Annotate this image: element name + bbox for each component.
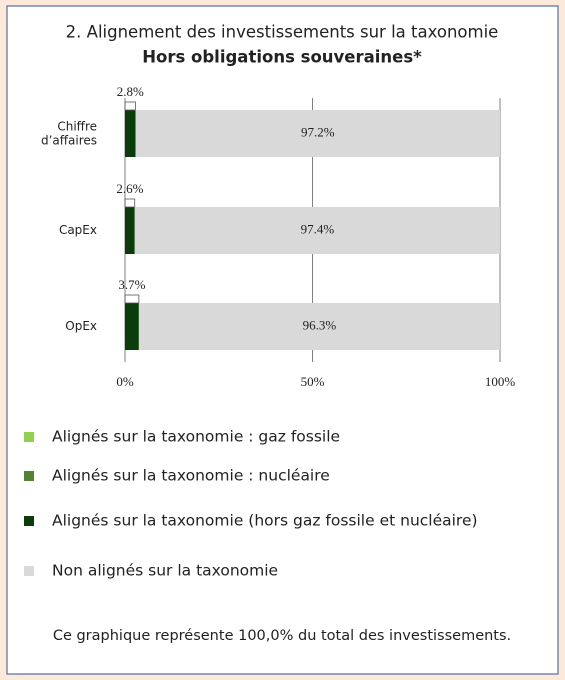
bar-segment — [134, 207, 500, 254]
label-leader — [124, 198, 136, 208]
legend-swatch — [24, 516, 34, 526]
chart-title: 2. Alignement des investissements sur la… — [66, 23, 499, 42]
bar-segment — [135, 110, 500, 157]
x-tick-label: 100% — [485, 374, 516, 389]
note: Ce graphique représente 100,0% du total … — [53, 628, 511, 644]
legend-swatch — [24, 432, 34, 442]
y-tick-label: OpEx — [65, 319, 97, 333]
data-label: 3.7% — [118, 277, 145, 292]
data-label: 2.6% — [116, 181, 143, 196]
data-label: 97.4% — [301, 221, 335, 236]
x-tick-label: 50% — [301, 374, 325, 389]
bar-segment — [125, 303, 139, 350]
legend-label: Alignés sur la taxonomie : nucléaire — [52, 467, 330, 485]
data-label: 2.8% — [117, 84, 144, 99]
label-leader — [124, 294, 140, 304]
legend-label: Non alignés sur la taxonomie — [52, 562, 278, 580]
chart-subtitle: Hors obligations souveraines* — [142, 48, 422, 67]
legend-swatch — [24, 566, 34, 576]
bar-segment — [125, 207, 135, 254]
legend-label: Alignés sur la taxonomie : gaz fossile — [52, 428, 340, 446]
y-tick-label: Chiffre d’affaires — [41, 119, 97, 147]
y-tick-label: CapEx — [59, 223, 97, 237]
legend-swatch — [24, 471, 34, 481]
bar-segment — [125, 110, 136, 157]
bar-segment — [138, 303, 500, 350]
data-label: 96.3% — [303, 317, 337, 332]
label-leader — [124, 101, 136, 111]
x-tick-label: 0% — [116, 374, 134, 389]
legend-label: Alignés sur la taxonomie (hors gaz fossi… — [52, 512, 478, 530]
data-label: 97.2% — [301, 124, 335, 139]
